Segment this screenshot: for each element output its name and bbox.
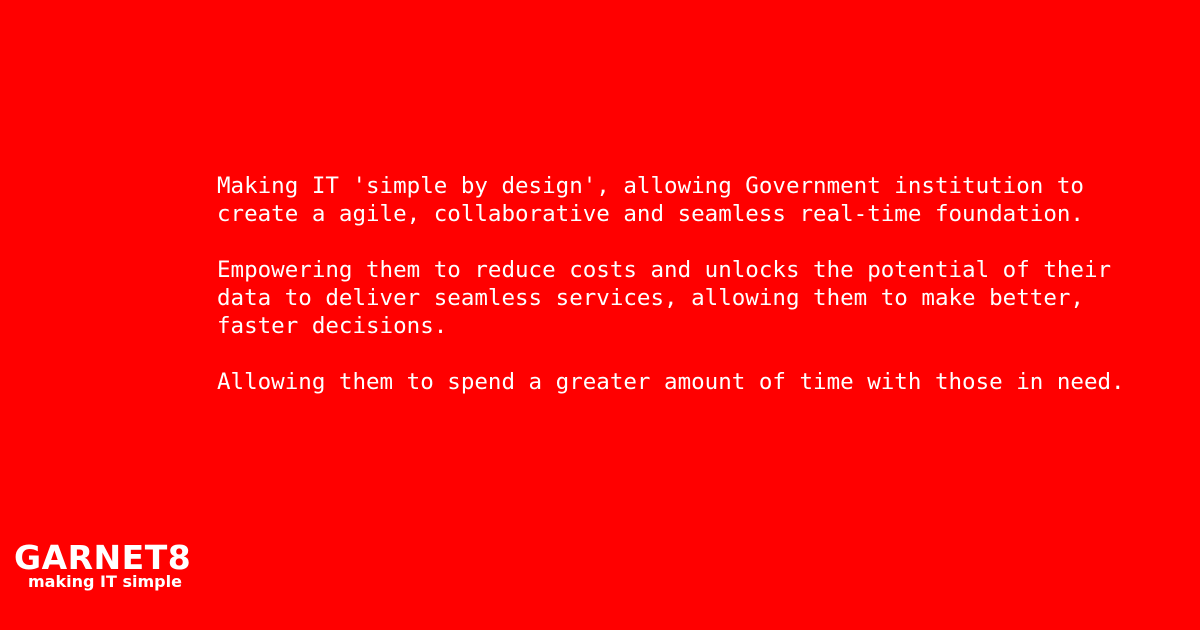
main-copy: Making IT 'simple by design', allowing G… — [217, 172, 1177, 424]
logo-wordmark: GARNET8 — [14, 538, 192, 577]
closing-paragraph: Allowing them to spend a greater amount … — [217, 369, 1125, 395]
logo-tagline: making IT simple — [28, 572, 182, 591]
benefits-paragraph: Empowering them to reduce costs and unlo… — [217, 257, 1112, 339]
intro-paragraph: Making IT 'simple by design', allowing G… — [217, 173, 1084, 227]
brand-logo: GARNET8 making IT simple — [14, 540, 191, 591]
